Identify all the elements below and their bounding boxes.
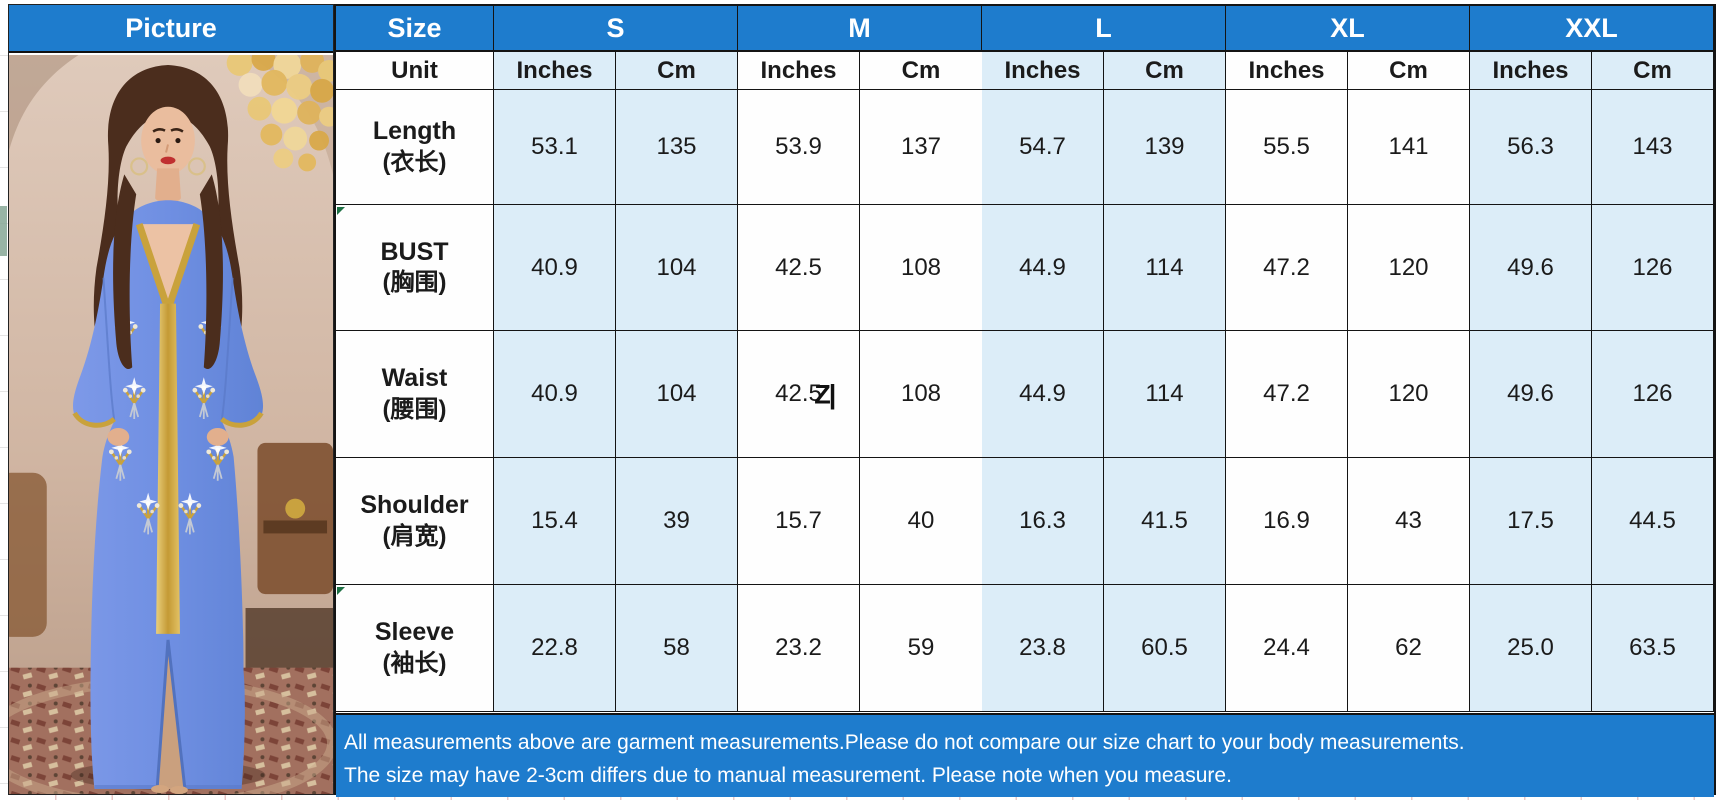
table-cell[interactable]: 60.5 bbox=[1104, 585, 1226, 712]
table-cell[interactable]: 120 bbox=[1348, 331, 1470, 458]
row-label-waist[interactable]: Waist (腰围) bbox=[336, 331, 494, 458]
table-cell[interactable]: 23.8 bbox=[982, 585, 1104, 712]
table-cell[interactable]: 15.4 bbox=[494, 458, 616, 585]
row-label-bust[interactable]: BUST (胸围) bbox=[336, 205, 494, 331]
row-label-en: BUST bbox=[380, 237, 449, 266]
row-label-zh: (腰围) bbox=[382, 395, 447, 423]
table-cell[interactable]: 47.2 bbox=[1226, 331, 1348, 458]
unit-cell[interactable]: Cm bbox=[1104, 52, 1226, 90]
table-cell[interactable]: 49.6 bbox=[1470, 331, 1592, 458]
table-cell[interactable]: 126 bbox=[1592, 331, 1714, 458]
unit-cell[interactable]: Cm bbox=[860, 52, 982, 90]
table-cell[interactable]: 22.8 bbox=[494, 585, 616, 712]
table-cell[interactable]: 40.9 bbox=[494, 331, 616, 458]
unit-cell[interactable]: Cm bbox=[1592, 52, 1714, 90]
row-label-zh: (肩宽) bbox=[382, 522, 447, 550]
table-cell[interactable]: 55.5 bbox=[1226, 90, 1348, 205]
row-label-en: Sleeve bbox=[374, 618, 455, 647]
note-line-2: The size may have 2-3cm differs due to m… bbox=[344, 764, 1232, 787]
size-header-xl[interactable]: XL bbox=[1226, 6, 1470, 52]
table-cell[interactable]: 143 bbox=[1592, 90, 1714, 205]
row-label-zh: (胸围) bbox=[382, 269, 447, 297]
table-cell[interactable]: 25.0 bbox=[1470, 585, 1592, 712]
size-header-l[interactable]: L bbox=[982, 6, 1226, 52]
table-cell[interactable]: 53.1 bbox=[494, 90, 616, 205]
unit-label[interactable]: Unit bbox=[336, 52, 494, 90]
table-cell[interactable]: 104 bbox=[616, 331, 738, 458]
table-cell[interactable]: 42.5 bbox=[738, 205, 860, 331]
table-cell[interactable]: 44.9 bbox=[982, 331, 1104, 458]
table-cell-with-cursor[interactable]: 42.5 Z| bbox=[738, 331, 860, 458]
table-cell[interactable]: 141 bbox=[1348, 90, 1470, 205]
model-illustration bbox=[9, 55, 333, 794]
table-cell[interactable]: 16.9 bbox=[1226, 458, 1348, 585]
table-cell[interactable]: 56.3 bbox=[1470, 90, 1592, 205]
excel-comment-marker bbox=[337, 587, 345, 595]
table-cell[interactable]: 139 bbox=[1104, 90, 1226, 205]
unit-cell[interactable]: Inches bbox=[1226, 52, 1348, 90]
cell-value: 42.5 bbox=[775, 380, 822, 407]
size-table-panel: Size S M L XL XXL Unit Inches Cm Inches … bbox=[334, 4, 1716, 797]
unit-cell[interactable]: Cm bbox=[1348, 52, 1470, 90]
table-cell[interactable]: 17.5 bbox=[1470, 458, 1592, 585]
table-cell[interactable]: 49.6 bbox=[1470, 205, 1592, 331]
table-cell[interactable]: 43 bbox=[1348, 458, 1470, 585]
table-cell[interactable]: 54.7 bbox=[982, 90, 1104, 205]
row-label-zh: (袖长) bbox=[382, 649, 447, 677]
product-photo bbox=[9, 55, 333, 794]
table-cell[interactable]: 114 bbox=[1104, 331, 1226, 458]
table-cell[interactable]: 23.2 bbox=[738, 585, 860, 712]
spreadsheet-bottom-edge bbox=[0, 795, 1718, 800]
table-cell[interactable]: 135 bbox=[616, 90, 738, 205]
size-header-xxl[interactable]: XXL bbox=[1470, 6, 1714, 52]
table-cell[interactable]: 39 bbox=[616, 458, 738, 585]
table-cell[interactable]: 120 bbox=[1348, 205, 1470, 331]
table-cell[interactable]: 53.9 bbox=[738, 90, 860, 205]
table-cell[interactable]: 44.9 bbox=[982, 205, 1104, 331]
table-cell[interactable]: 40 bbox=[860, 458, 982, 585]
row-label-zh: (衣长) bbox=[382, 148, 447, 176]
text-cursor-artifact: Z| bbox=[814, 379, 836, 410]
excel-comment-marker bbox=[337, 207, 345, 215]
table-cell[interactable]: 16.3 bbox=[982, 458, 1104, 585]
size-header-label[interactable]: Size bbox=[336, 6, 494, 52]
table-cell[interactable]: 63.5 bbox=[1592, 585, 1714, 712]
size-header-s[interactable]: S bbox=[494, 6, 738, 52]
table-cell[interactable]: 62 bbox=[1348, 585, 1470, 712]
unit-cell[interactable]: Inches bbox=[982, 52, 1104, 90]
spreadsheet-left-mark bbox=[0, 206, 7, 256]
table-cell[interactable]: 58 bbox=[616, 585, 738, 712]
unit-cell[interactable]: Cm bbox=[616, 52, 738, 90]
unit-cell[interactable]: Inches bbox=[738, 52, 860, 90]
row-label-sleeve[interactable]: Sleeve (袖长) bbox=[336, 585, 494, 712]
table-cell[interactable]: 15.7 bbox=[738, 458, 860, 585]
table-cell[interactable]: 41.5 bbox=[1104, 458, 1226, 585]
table-cell[interactable]: 47.2 bbox=[1226, 205, 1348, 331]
unit-cell[interactable]: Inches bbox=[1470, 52, 1592, 90]
picture-header: Picture bbox=[9, 5, 333, 53]
row-label-length[interactable]: Length (衣长) bbox=[336, 90, 494, 205]
table-cell[interactable]: 104 bbox=[616, 205, 738, 331]
unit-cell[interactable]: Inches bbox=[494, 52, 616, 90]
table-cell[interactable]: 114 bbox=[1104, 205, 1226, 331]
row-label-shoulder[interactable]: Shoulder (肩宽) bbox=[336, 458, 494, 585]
note-line-1: All measurements above are garment measu… bbox=[344, 731, 1465, 754]
table-cell[interactable]: 59 bbox=[860, 585, 982, 712]
spreadsheet-left-edge bbox=[0, 0, 8, 800]
measurement-notes: All measurements above are garment measu… bbox=[336, 713, 1714, 797]
picture-panel: Picture bbox=[8, 4, 334, 795]
row-label-en: Waist bbox=[381, 364, 448, 393]
row-label-en: Shoulder bbox=[360, 491, 469, 520]
table-cell[interactable]: 44.5 bbox=[1592, 458, 1714, 585]
size-table: Size S M L XL XXL Unit Inches Cm Inches … bbox=[336, 6, 1714, 712]
table-cell[interactable]: 137 bbox=[860, 90, 982, 205]
size-header-m[interactable]: M bbox=[738, 6, 982, 52]
table-cell[interactable]: 24.4 bbox=[1226, 585, 1348, 712]
row-label-en: Length bbox=[372, 117, 457, 146]
table-cell[interactable]: 108 bbox=[860, 205, 982, 331]
table-cell[interactable]: 126 bbox=[1592, 205, 1714, 331]
table-cell[interactable]: 108 bbox=[860, 331, 982, 458]
table-cell[interactable]: 40.9 bbox=[494, 205, 616, 331]
